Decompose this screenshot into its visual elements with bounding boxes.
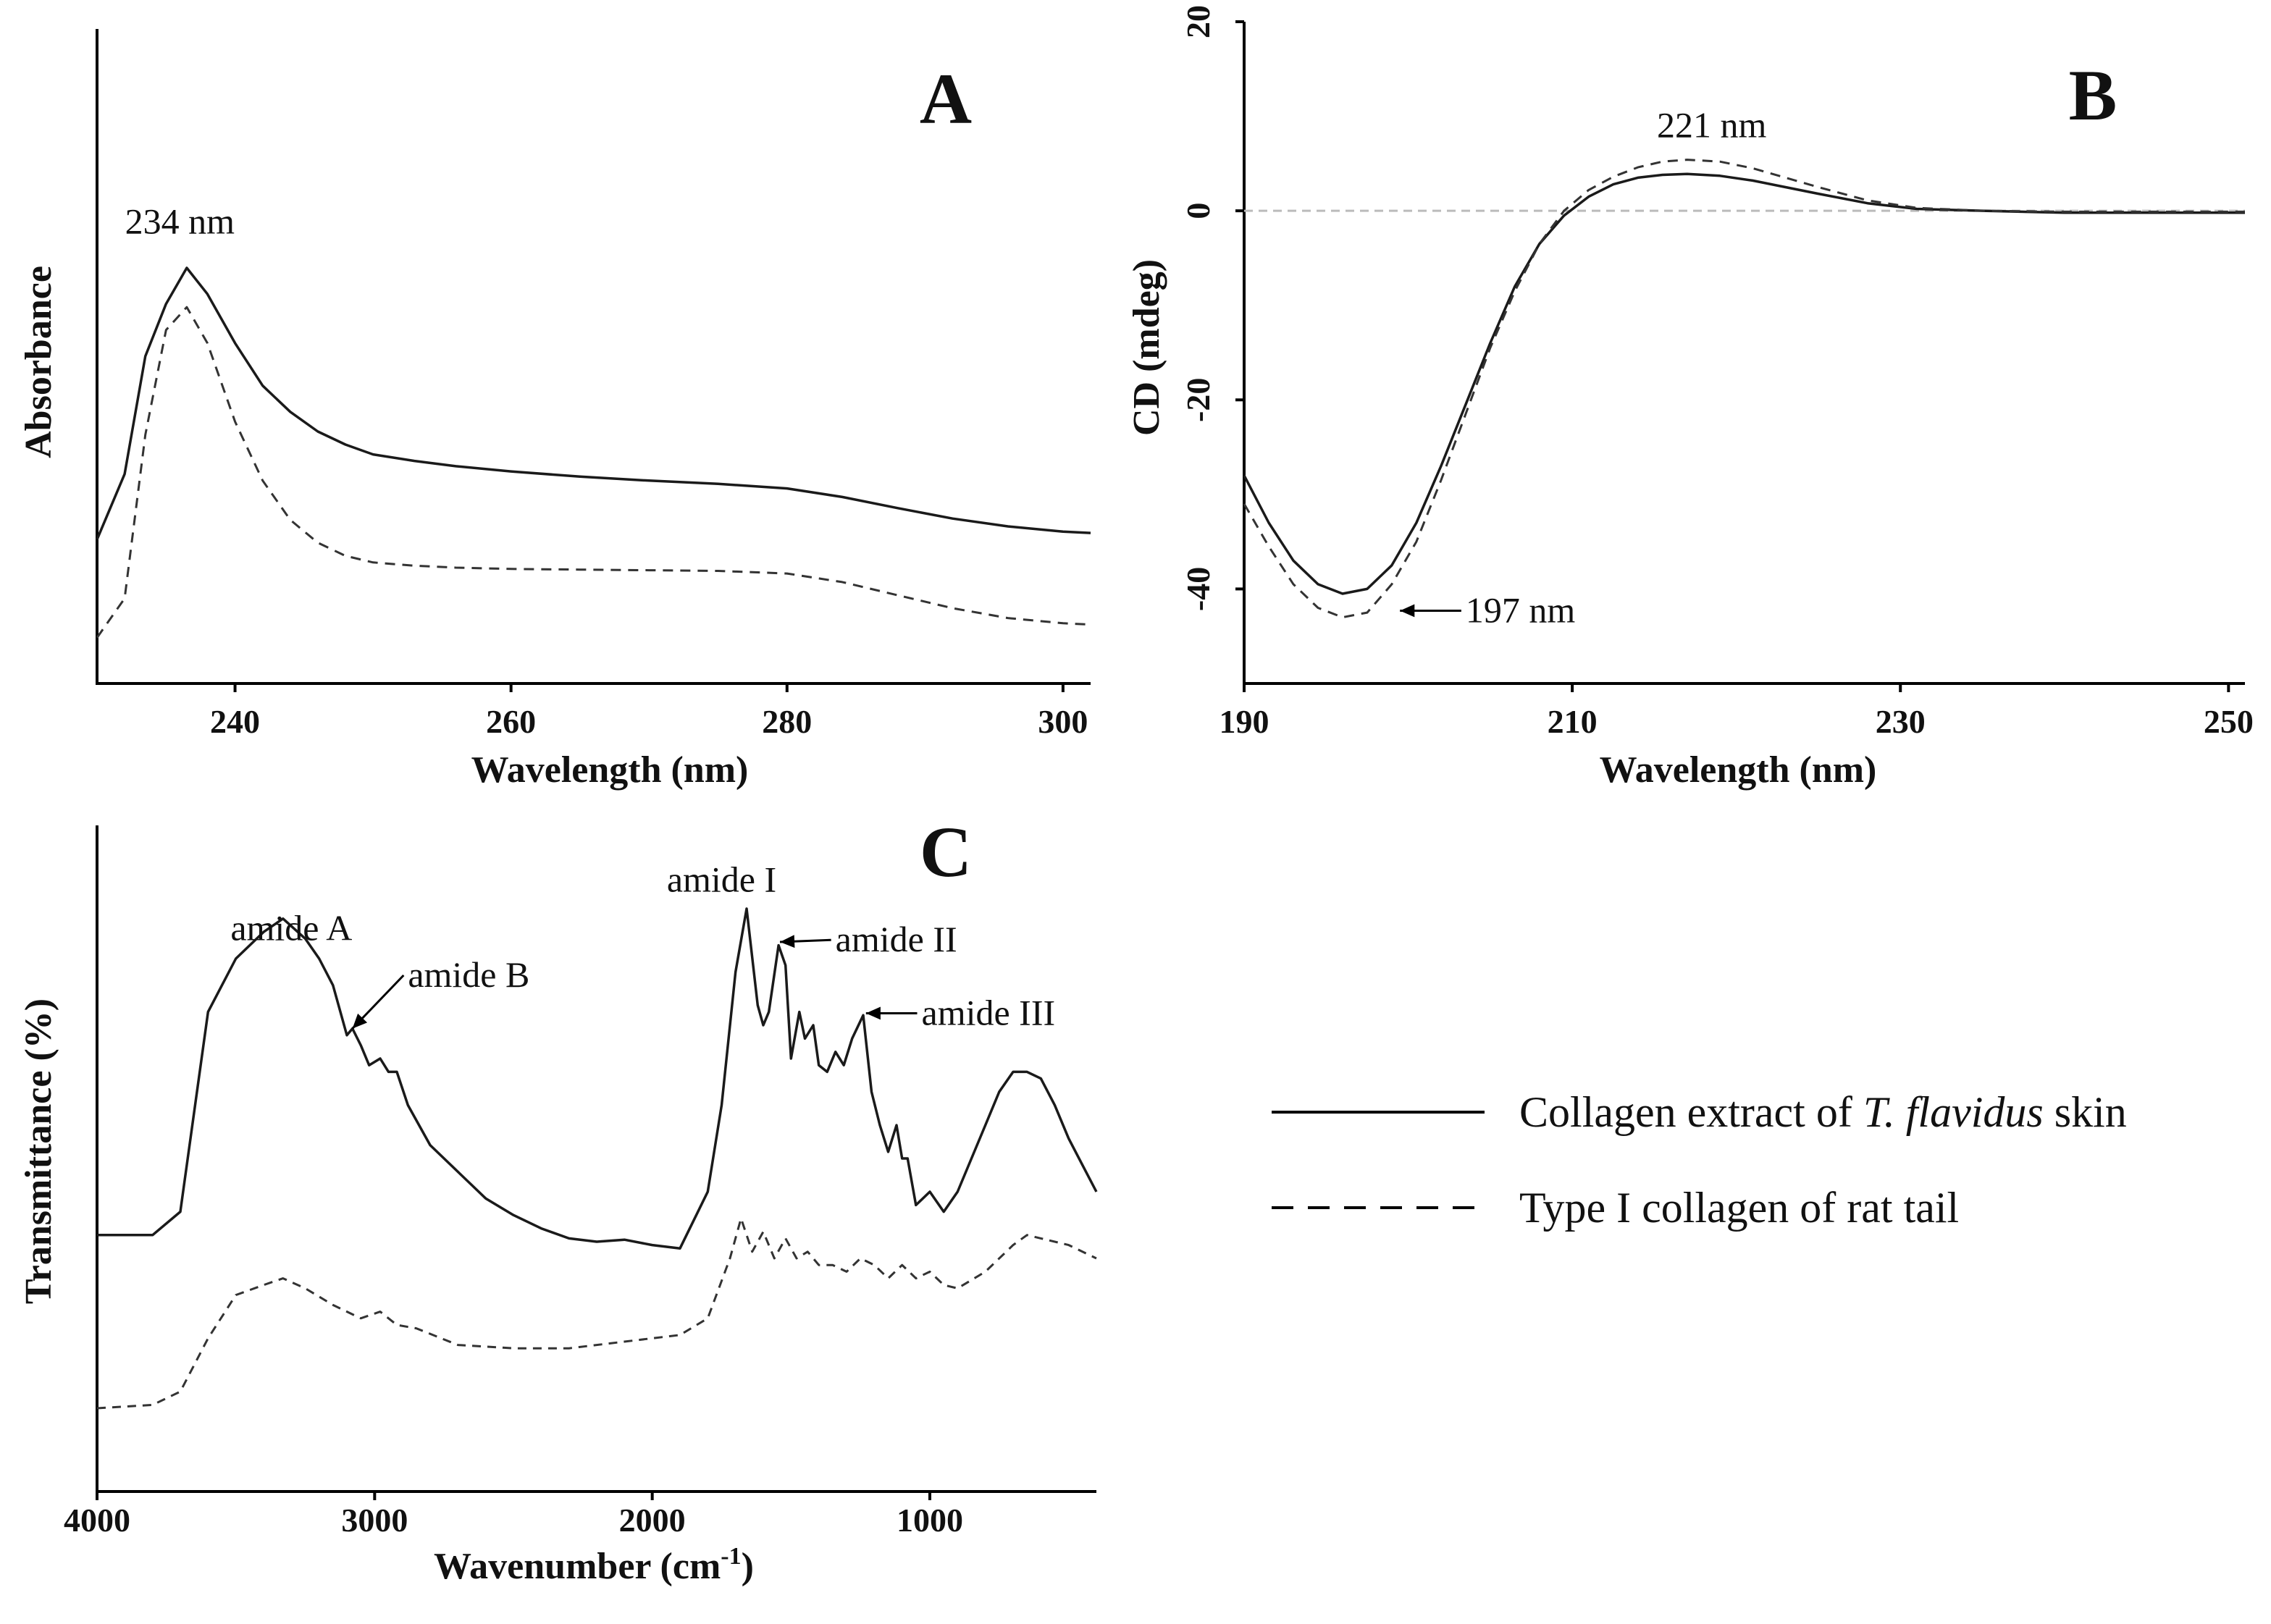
annotation-label: amide A [230,908,352,948]
x-tick-label: 250 [2204,703,2254,740]
panel-c-y-axis-label: Transmittance (%) [18,998,59,1304]
legend-label: Collagen extract of T. flavidus skin [1519,1088,2127,1136]
y-tick-label: -20 [1180,378,1217,422]
panel-letter: A [920,59,972,139]
annotation-label: amide B [408,954,529,995]
panel-b-y-axis-label: CD (mdeg) [1126,259,1167,436]
panel-a-axes [96,29,1091,685]
panel-letter: B [2069,55,2117,135]
panel-c-ftir-chart: 4000 3000 2000 1000 Wavenumber (cm-1) Transmi… [18,812,1098,1587]
series-line-rat-tail [96,306,1091,639]
x-tick-label: 210 [1548,703,1598,740]
x-tick-label: 4000 [64,1502,130,1539]
panel-a-y-axis-label: Absorbance [18,266,59,458]
y-tick-label: -40 [1180,567,1217,611]
panel-b-cd-chart: 190 210 230 250 -40 -20 0 20 Wavelength (nm) CD (… [1126,5,2254,791]
x-tick-label: 300 [1038,703,1088,740]
x-tick-label: 230 [1876,703,1926,740]
x-tick-label: 190 [1220,703,1269,740]
annotation-label: 221 nm [1657,105,1767,146]
legend: Collagen extract of T. flavidus skin Type… [1272,1088,2127,1232]
annotation-label: amide II [836,919,957,959]
arrow-head-icon [1400,604,1415,618]
panel-letter: C [920,812,972,892]
series-line-tflavidus [1243,172,2245,595]
annotation-label: amide I [667,859,776,899]
legend-label: Type I collagen of rat tail [1519,1184,1959,1232]
x-tick-label: 1000 [897,1502,963,1539]
arrow-head-icon [865,1006,881,1020]
y-tick-label: 20 [1180,5,1217,38]
x-tick-label: 240 [210,703,260,740]
series-line-rat-tail [96,1217,1097,1410]
panel-a-x-axis-label: Wavelength (nm) [471,749,749,791]
annotation-label: 197 nm [1466,589,1576,630]
panel-a-absorbance-chart: 240 260 280 300 Wavelength (nm) Absorbance A 23… [18,29,1091,791]
arrow-head-icon [352,1013,368,1029]
series-line-rat-tail [1243,159,2245,619]
annotation-label: amide III [922,992,1056,1032]
series-line-tflavidus [97,907,1098,1250]
panel-b-x-axis-label: Wavelength (nm) [1600,749,1877,791]
x-tick-label: 280 [762,703,812,740]
x-tick-label: 2000 [619,1502,686,1539]
arrow-head-icon [780,935,795,948]
series-line-tflavidus [96,266,1091,540]
y-tick-label: 0 [1180,203,1217,219]
panel-c-x-axis-label: Wavenumber (cm-1) [434,1543,754,1587]
x-tick-label: 260 [486,703,536,740]
annotation-label: 234 nm [125,201,235,242]
x-tick-label: 3000 [341,1502,408,1539]
